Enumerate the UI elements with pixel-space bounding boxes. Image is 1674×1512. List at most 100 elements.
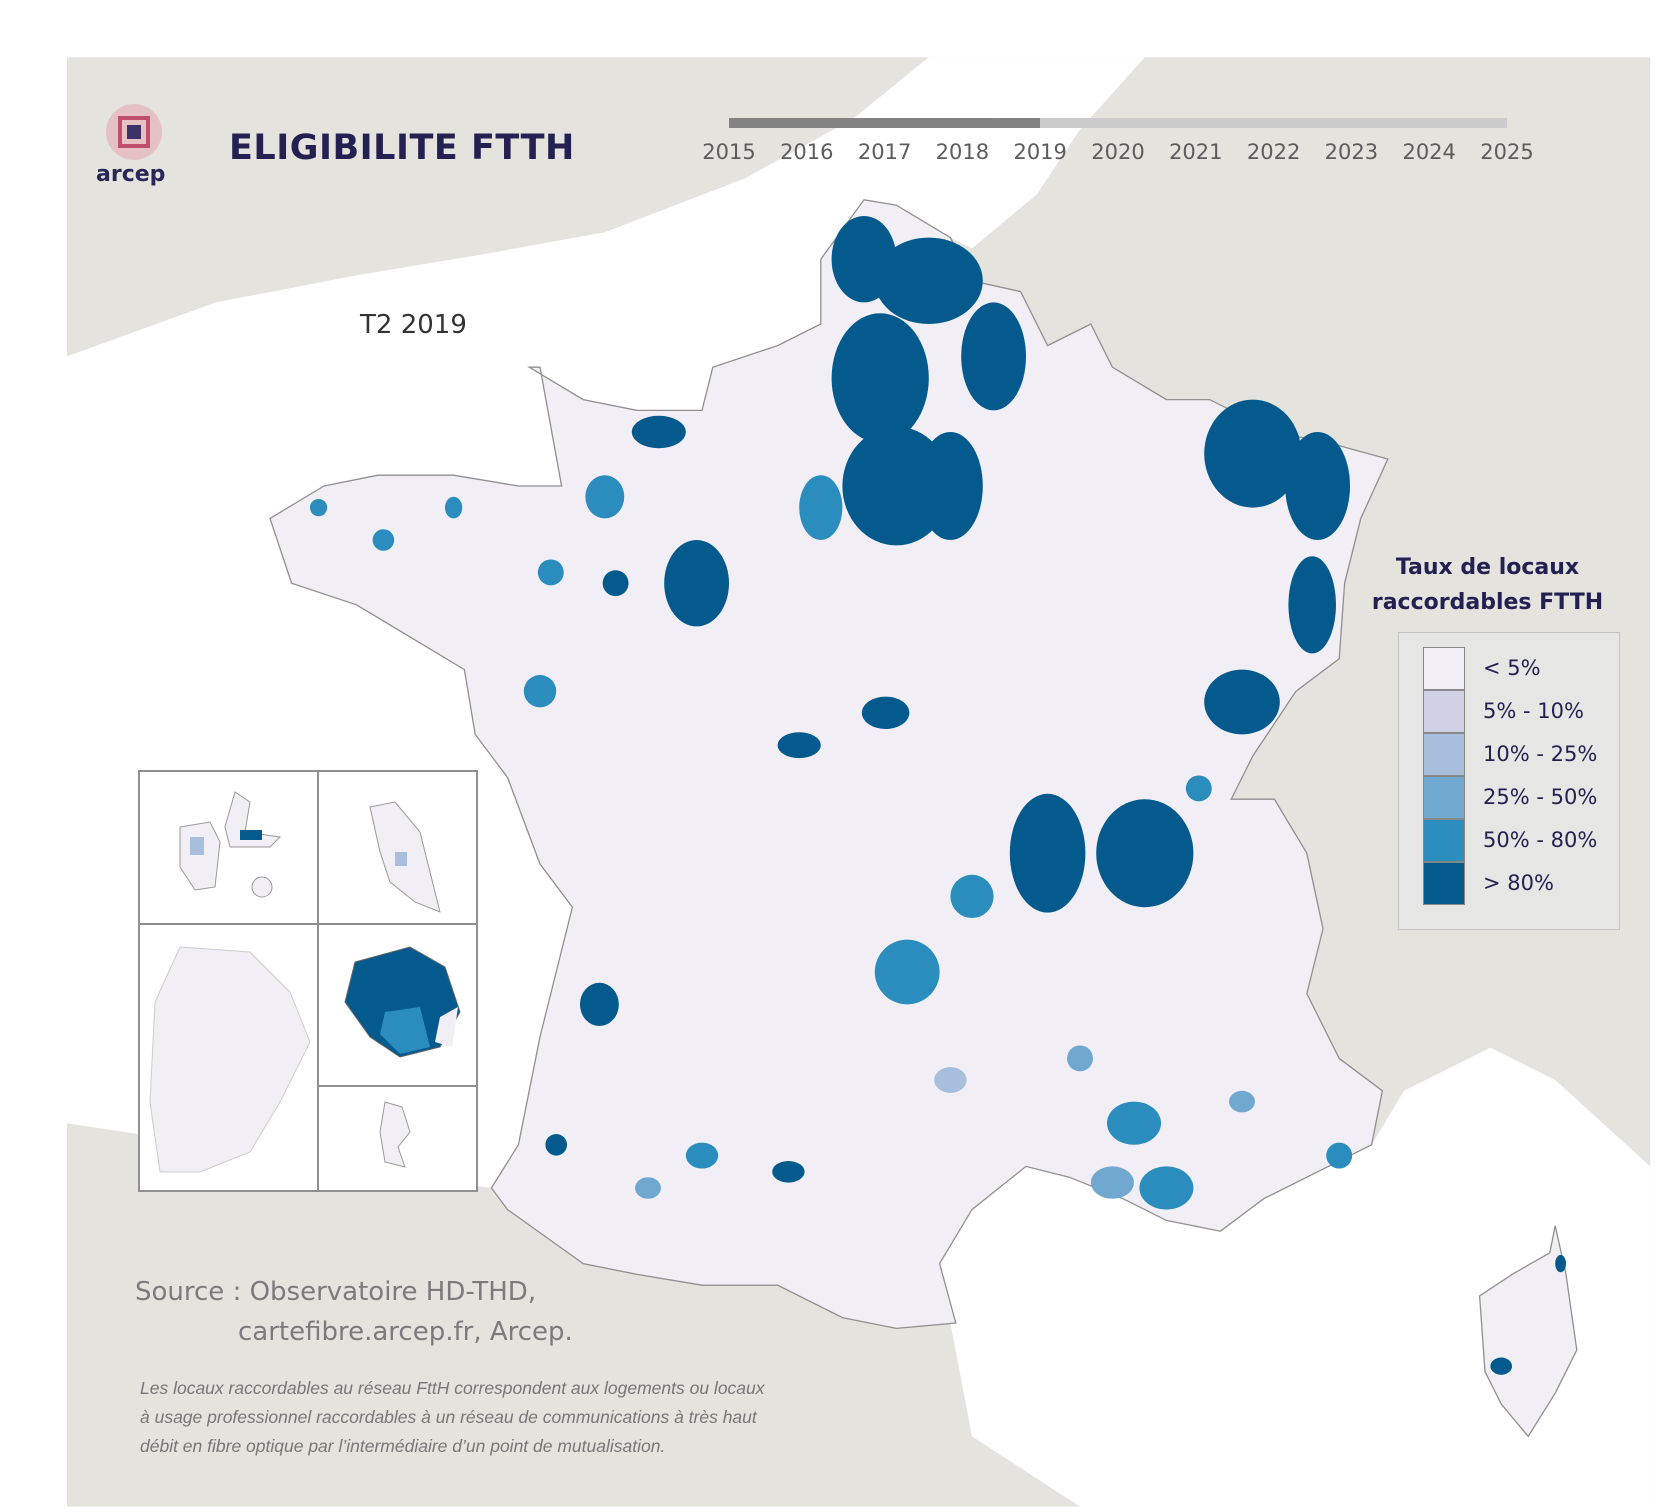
- coverage-patch: [831, 313, 929, 443]
- note-line1: Les locaux raccordables au réseau FttH c…: [140, 1378, 765, 1398]
- coverage-patch: [309, 498, 328, 517]
- coverage-patch: [585, 475, 625, 519]
- coverage-patch: [444, 496, 463, 519]
- coverage-patch: [777, 732, 821, 759]
- coverage-patch: [874, 237, 983, 324]
- coverage-patch: [523, 675, 557, 708]
- legend-label: 50% - 80%: [1483, 828, 1598, 852]
- coverage-patch: [537, 559, 564, 586]
- coverage-patch: [831, 216, 897, 303]
- arcep-logo: arcep: [90, 102, 186, 192]
- timeline-year-2024[interactable]: 2024: [1402, 140, 1456, 164]
- legend-swatch: [1423, 690, 1465, 733]
- coverage-patch: [545, 1134, 567, 1156]
- coverage-patch: [664, 540, 729, 627]
- coverage-patch: [874, 939, 940, 1005]
- overseas-insets: [138, 770, 478, 1192]
- legend-item: 50% - 80%: [1423, 819, 1613, 862]
- inset-guadeloupe: [179, 791, 282, 898]
- legend-swatch: [1423, 776, 1465, 819]
- coverage-patch: [1555, 1254, 1566, 1273]
- coverage-patch: [861, 696, 910, 729]
- coverage-patch: [1288, 556, 1336, 654]
- note-line3: débit en fibre optique par l’intermédiai…: [140, 1436, 666, 1456]
- timeline-slider[interactable]: [729, 118, 1507, 128]
- timeline-year-2017[interactable]: 2017: [857, 140, 912, 164]
- period-label: T2 2019: [360, 310, 467, 340]
- inset-guyane: [149, 946, 311, 1173]
- coverage-patch: [918, 432, 983, 540]
- logo-text: arcep: [96, 162, 166, 187]
- inset-martinique: [369, 801, 441, 913]
- arcep-logo-mark: [106, 104, 162, 160]
- legend-title: Taux de locaux raccordables FTTH: [1360, 550, 1615, 620]
- coverage-patch: [1229, 1090, 1255, 1113]
- coverage-patch: [1090, 1166, 1134, 1199]
- timeline-year-2019[interactable]: 2019: [1013, 140, 1067, 164]
- timeline-year-2021[interactable]: 2021: [1169, 140, 1223, 164]
- source-line1: Source : Observatoire HD-THD,: [135, 1277, 537, 1307]
- legend-item: 25% - 50%: [1423, 776, 1613, 819]
- legend-swatch: [1423, 819, 1465, 862]
- coverage-patch: [950, 874, 994, 918]
- legend-title-line1: Taux de locaux: [1395, 555, 1580, 580]
- legend-swatch: [1423, 733, 1465, 776]
- timeline-progress: [729, 118, 1041, 128]
- coverage-patch: [372, 529, 395, 551]
- coverage-patch: [635, 1177, 661, 1199]
- coverage-patch: [1185, 775, 1212, 802]
- north-sea: [896, 57, 1145, 249]
- coverage-patch: [1204, 669, 1280, 735]
- legend-item: < 5%: [1423, 647, 1613, 690]
- legend: < 5% 5% - 10% 10% - 25% 25% - 50% 50% - 80% >…: [1398, 632, 1620, 930]
- coverage-patch: [1096, 799, 1194, 908]
- legend-item: 5% - 10%: [1423, 690, 1613, 733]
- coverage-patch: [1490, 1357, 1512, 1375]
- legend-label: 5% - 10%: [1483, 699, 1584, 723]
- timeline-year-2025[interactable]: 2025: [1480, 140, 1534, 164]
- legend-item: 10% - 25%: [1423, 733, 1613, 776]
- france-mainland: [269, 199, 1389, 1330]
- coverage-patch: [1009, 793, 1086, 913]
- inset-mayotte: [379, 1101, 411, 1168]
- coverage-patch: [961, 302, 1026, 411]
- legend-label: < 5%: [1483, 656, 1541, 680]
- coverage-patch: [934, 1067, 967, 1093]
- page-title: ELIGIBILITE FTTH: [229, 128, 575, 168]
- timeline-year-2020[interactable]: 2020: [1091, 140, 1145, 164]
- legend-label: 10% - 25%: [1483, 742, 1598, 766]
- legend-swatch: [1423, 862, 1465, 905]
- coverage-patch: [1204, 399, 1302, 508]
- coverage-patch: [1107, 1101, 1161, 1145]
- coverage-patch: [1285, 432, 1350, 540]
- mediterranean-sea: [939, 1047, 1651, 1507]
- timeline-year-2022[interactable]: 2022: [1246, 140, 1301, 164]
- coverage-patch: [772, 1161, 805, 1183]
- legend-swatch: [1423, 647, 1465, 690]
- timeline-years: 2015 2016 2017 2018 2019 2020 2021 2022 2023 2024…: [700, 140, 1540, 170]
- timeline-year-2023[interactable]: 2023: [1324, 140, 1379, 164]
- definition-note: Les locaux raccordables au réseau FttH c…: [140, 1374, 765, 1461]
- corsica: [1478, 1225, 1578, 1438]
- legend-label: 25% - 50%: [1483, 785, 1598, 809]
- coverage-patches: [309, 216, 1566, 1375]
- timeline-year-2016[interactable]: 2016: [780, 140, 834, 164]
- source-text: Source : Observatoire HD-THD, cartefibre…: [135, 1272, 573, 1352]
- legend-title-line2: raccordables FTTH: [1371, 590, 1604, 615]
- coverage-patch: [685, 1142, 719, 1169]
- note-line2: à usage professionnel raccordables à un …: [140, 1407, 757, 1427]
- source-line2: cartefibre.arcep.fr, Arcep.: [238, 1317, 573, 1347]
- coverage-patch: [1067, 1045, 1093, 1072]
- timeline-year-2015[interactable]: 2015: [702, 140, 756, 164]
- coverage-patch: [1139, 1166, 1194, 1210]
- coverage-patch: [1326, 1142, 1353, 1169]
- legend-item: > 80%: [1423, 862, 1613, 905]
- inset-reunion: [344, 946, 461, 1058]
- coverage-patch: [579, 982, 619, 1026]
- coverage-patch: [631, 415, 686, 449]
- coverage-patch: [799, 475, 843, 540]
- timeline-year-2018[interactable]: 2018: [935, 140, 990, 164]
- legend-label: > 80%: [1483, 871, 1554, 895]
- coverage-patch: [602, 570, 629, 597]
